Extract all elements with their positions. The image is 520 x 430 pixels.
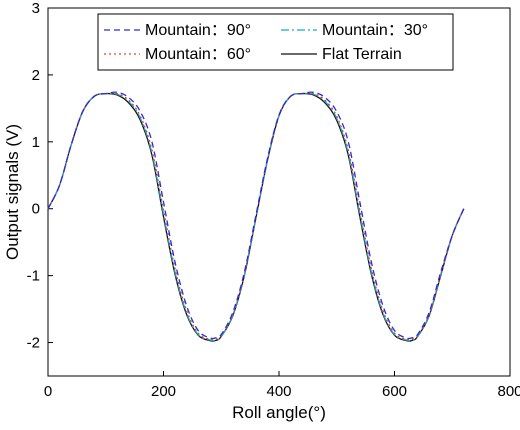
series-layer xyxy=(47,91,465,342)
legend-label-mountain-90: Mountain：90° xyxy=(145,22,251,39)
x-tick-label: 600 xyxy=(382,383,407,400)
legend-box xyxy=(97,13,454,71)
legend-label-mountain-60: Mountain：60° xyxy=(145,46,251,63)
x-axis: 0 200 400 600 800 xyxy=(44,371,520,400)
series-mountain-90 xyxy=(47,91,465,340)
y-axis: -2 -1 0 1 2 3 xyxy=(27,0,53,352)
y-tick-label: 3 xyxy=(32,0,40,17)
y-tick-label: 1 xyxy=(32,134,40,151)
y-tick-label: 2 xyxy=(32,67,40,84)
y-tick-label: -2 xyxy=(27,335,40,352)
legend-label-flat-terrain: Flat Terrain xyxy=(322,46,402,63)
x-tick-label: 800 xyxy=(497,383,520,400)
y-axis-title: Output signals (V) xyxy=(3,124,22,260)
x-tick-label: 0 xyxy=(44,383,52,400)
legend-label-mountain-30: Mountain：30° xyxy=(322,22,428,39)
y-tick-label: -1 xyxy=(27,268,40,285)
x-axis-title: Roll angle(°) xyxy=(232,403,326,422)
legend: Mountain：90° Mountain：60° Mountain：30° F… xyxy=(97,13,454,71)
y-tick-label: 0 xyxy=(32,201,40,218)
x-tick-label: 400 xyxy=(266,383,291,400)
x-tick-label: 200 xyxy=(151,383,176,400)
